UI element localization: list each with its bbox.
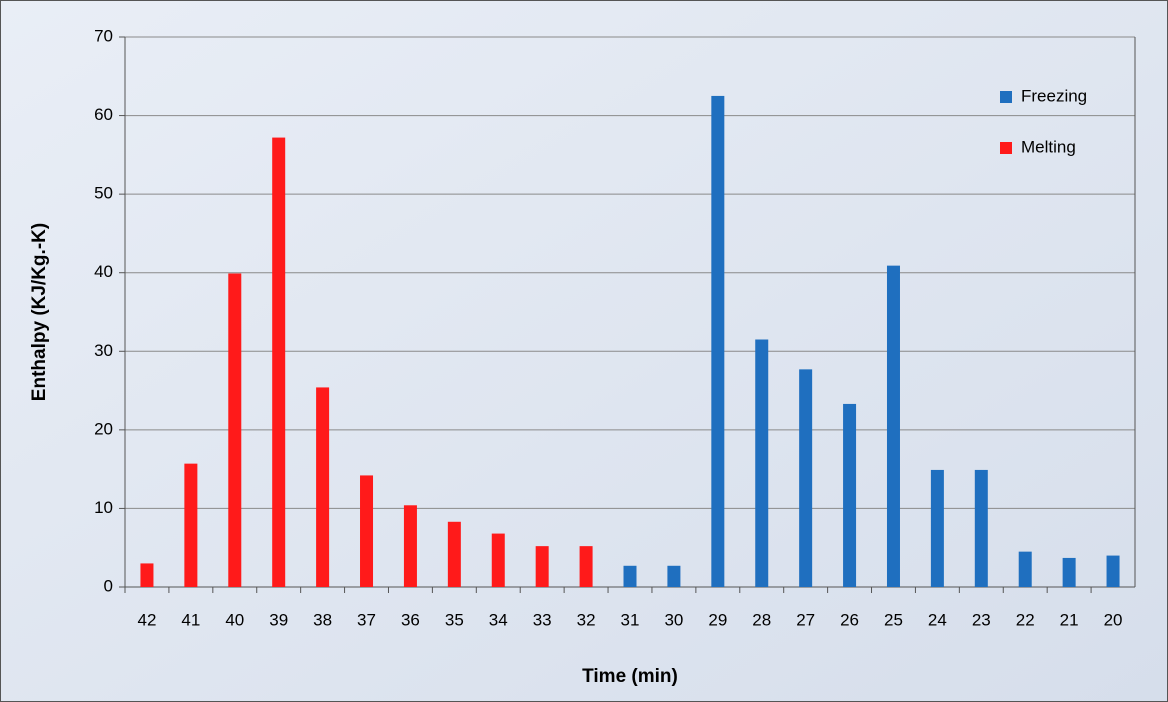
y-tick-label: 30 (94, 341, 113, 360)
bar (1062, 557, 1076, 587)
bar (755, 339, 769, 587)
bar (667, 565, 681, 587)
x-tick-label: 35 (445, 610, 464, 629)
bar (491, 533, 505, 587)
x-tick-label: 38 (313, 610, 332, 629)
x-tick-label: 20 (1104, 610, 1123, 629)
x-tick-label: 37 (357, 610, 376, 629)
bar (930, 469, 944, 587)
y-tick-label: 10 (94, 498, 113, 517)
bar (316, 387, 330, 587)
x-tick-label: 30 (664, 610, 683, 629)
legend-label: Melting (1021, 137, 1076, 156)
bar (228, 273, 242, 587)
x-tick-label: 32 (577, 610, 596, 629)
y-tick-label: 70 (94, 26, 113, 45)
bar (711, 95, 725, 587)
bar (272, 137, 286, 588)
x-tick-label: 22 (1016, 610, 1035, 629)
legend-label: Freezing (1021, 86, 1087, 105)
bar (623, 565, 637, 587)
y-tick-label: 40 (94, 262, 113, 281)
bar (447, 521, 461, 587)
x-tick-label: 39 (269, 610, 288, 629)
x-tick-label: 42 (137, 610, 156, 629)
x-tick-label: 28 (752, 610, 771, 629)
x-tick-label: 31 (621, 610, 640, 629)
x-tick-label: 29 (708, 610, 727, 629)
x-axis-title: Time (min) (582, 666, 678, 687)
x-tick-label: 27 (796, 610, 815, 629)
bar (579, 546, 593, 587)
x-tick-label: 25 (884, 610, 903, 629)
x-tick-label: 41 (181, 610, 200, 629)
bar (1018, 551, 1032, 587)
bar (1106, 555, 1120, 587)
x-tick-label: 33 (533, 610, 552, 629)
bar (886, 265, 900, 587)
bar (974, 469, 988, 587)
bar (140, 563, 154, 587)
bar (843, 403, 857, 587)
bar (535, 546, 549, 587)
bar (403, 505, 417, 587)
y-tick-label: 50 (94, 184, 113, 203)
bar (360, 475, 374, 587)
x-tick-label: 34 (489, 610, 508, 629)
x-tick-label: 23 (972, 610, 991, 629)
x-tick-label: 36 (401, 610, 420, 629)
x-tick-label: 26 (840, 610, 859, 629)
x-tick-label: 21 (1060, 610, 1079, 629)
bar (799, 369, 813, 587)
y-tick-label: 20 (94, 419, 113, 438)
legend-swatch (1000, 91, 1012, 103)
y-axis-title: Enthalpy (KJ/Kg.-K) (29, 223, 50, 401)
legend-swatch (1000, 142, 1012, 154)
bar (184, 463, 198, 587)
x-tick-label: 24 (928, 610, 947, 629)
y-tick-label: 0 (104, 576, 113, 595)
y-tick-label: 60 (94, 105, 113, 124)
x-tick-label: 40 (225, 610, 244, 629)
